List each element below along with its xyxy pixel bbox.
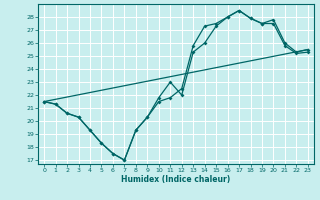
X-axis label: Humidex (Indice chaleur): Humidex (Indice chaleur) — [121, 175, 231, 184]
